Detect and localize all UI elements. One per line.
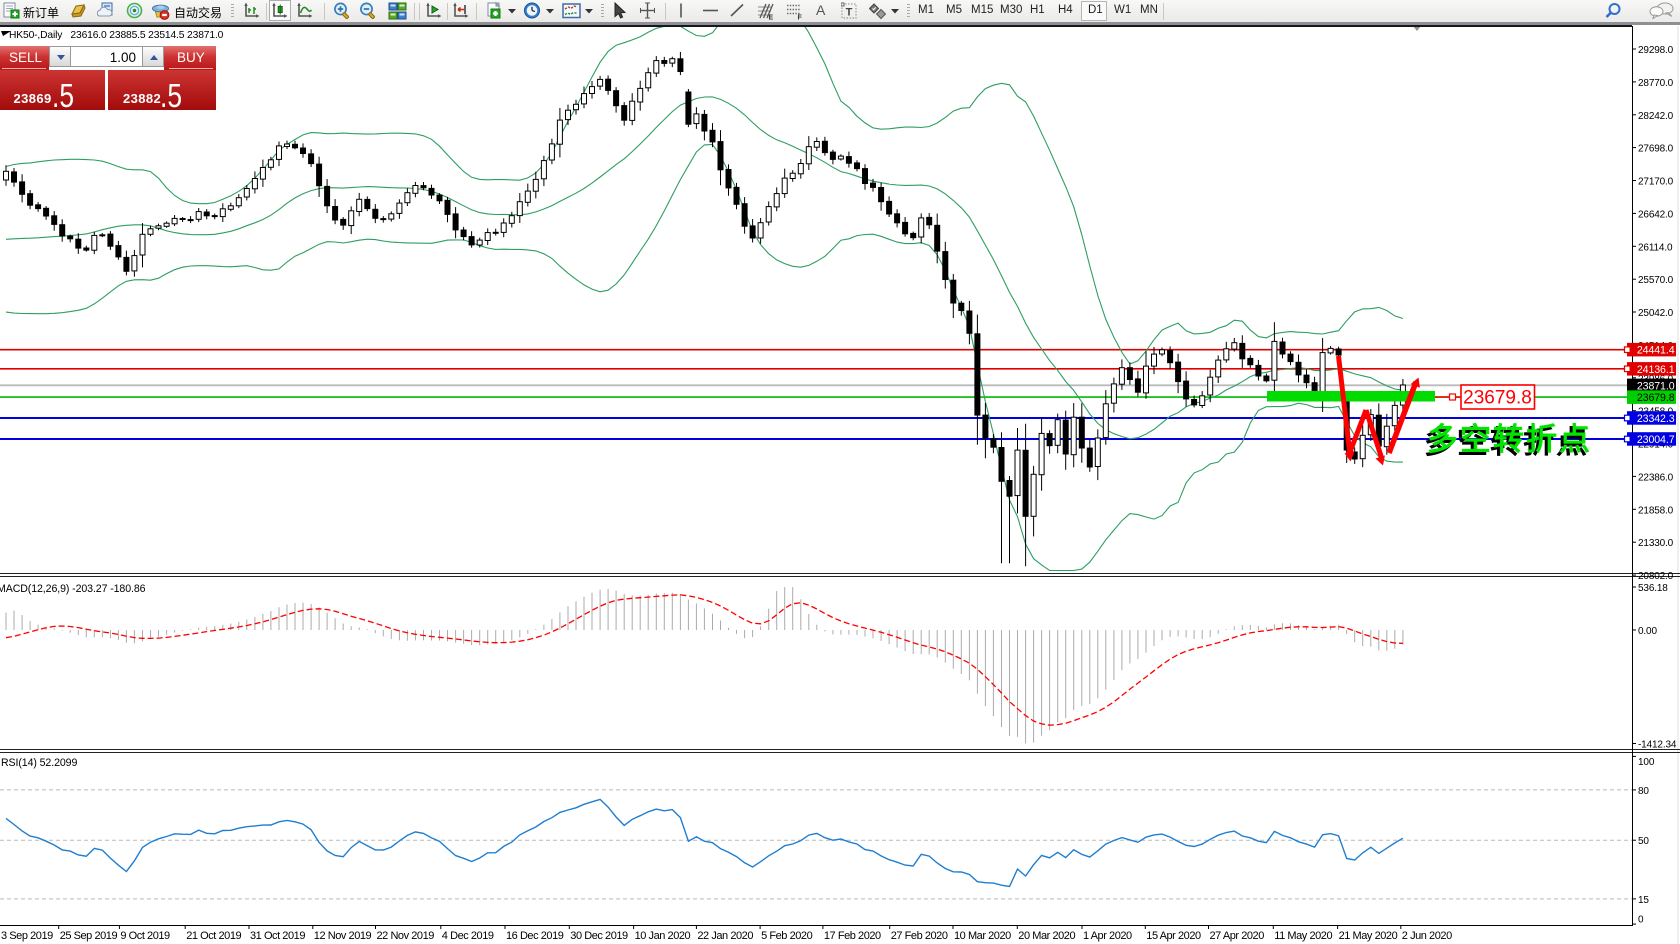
svg-text:23342.3: 23342.3 — [1637, 413, 1675, 425]
svg-text:23679.8: 23679.8 — [1463, 388, 1532, 409]
svg-text:20 Mar 2020: 20 Mar 2020 — [1018, 930, 1075, 942]
svg-text:22 Jan 2020: 22 Jan 2020 — [697, 930, 753, 942]
svg-text:28242.0: 28242.0 — [1638, 111, 1674, 122]
svg-text:多空转折点: 多空转折点 — [1424, 425, 1589, 460]
svg-text:21 May 2020: 21 May 2020 — [1339, 930, 1398, 942]
svg-text:24441.4: 24441.4 — [1637, 345, 1675, 357]
svg-text:20802.0: 20802.0 — [1638, 571, 1674, 582]
svg-text:5 Feb 2020: 5 Feb 2020 — [761, 930, 812, 942]
svg-text:21 Oct 2019: 21 Oct 2019 — [186, 930, 241, 942]
svg-text:21858.0: 21858.0 — [1638, 505, 1674, 516]
svg-text:11 May 2020: 11 May 2020 — [1274, 930, 1332, 942]
svg-text:23004.7: 23004.7 — [1637, 434, 1675, 446]
svg-text:100: 100 — [1638, 757, 1655, 768]
svg-text:25570.0: 25570.0 — [1638, 275, 1674, 286]
svg-text:16 Dec 2019: 16 Dec 2019 — [506, 930, 564, 942]
svg-text:27698.0: 27698.0 — [1638, 144, 1674, 155]
svg-text:31 Oct 2019: 31 Oct 2019 — [250, 930, 305, 942]
svg-text:27170.0: 27170.0 — [1638, 177, 1674, 188]
svg-text:0.00: 0.00 — [1638, 626, 1657, 637]
svg-text:17 Feb 2020: 17 Feb 2020 — [824, 930, 881, 942]
svg-text:30 Dec 2019: 30 Dec 2019 — [570, 930, 628, 942]
svg-text:21330.0: 21330.0 — [1638, 538, 1674, 549]
svg-text:25 Sep 2019: 25 Sep 2019 — [60, 930, 118, 942]
svg-text:12 Nov 2019: 12 Nov 2019 — [314, 930, 372, 942]
svg-text:15: 15 — [1638, 895, 1649, 906]
svg-text:27 Feb 2020: 27 Feb 2020 — [891, 930, 948, 942]
svg-text:F: F — [798, 15, 803, 22]
svg-text:10 Jan 2020: 10 Jan 2020 — [635, 930, 691, 942]
svg-text:多空转折点: 多空转折点 — [1427, 422, 1592, 457]
svg-text:15 Apr 2020: 15 Apr 2020 — [1146, 930, 1201, 942]
svg-text:T: T — [846, 7, 853, 19]
svg-text:0: 0 — [1638, 915, 1644, 926]
svg-text:3 Sep 2019: 3 Sep 2019 — [1, 930, 53, 942]
svg-text:1 Apr 2020: 1 Apr 2020 — [1083, 930, 1132, 942]
svg-text:28770.0: 28770.0 — [1638, 78, 1674, 89]
svg-text:27 Apr 2020: 27 Apr 2020 — [1210, 930, 1265, 942]
svg-text:MACD(12,26,9) -203.27 -180.86: MACD(12,26,9) -203.27 -180.86 — [0, 583, 146, 595]
svg-text:23871.0: 23871.0 — [1637, 380, 1675, 392]
svg-text:4 Dec 2019: 4 Dec 2019 — [442, 930, 494, 942]
svg-text:536.18: 536.18 — [1638, 583, 1668, 594]
svg-text:22386.0: 22386.0 — [1638, 472, 1674, 483]
svg-text:24136.1: 24136.1 — [1637, 364, 1675, 376]
svg-text:25042.0: 25042.0 — [1638, 308, 1674, 319]
svg-text:-1412.34: -1412.34 — [1638, 740, 1677, 751]
svg-text:E: E — [769, 15, 774, 22]
svg-text:RSI(14) 52.2099: RSI(14) 52.2099 — [1, 757, 77, 769]
svg-text:10 Mar 2020: 10 Mar 2020 — [954, 930, 1011, 942]
svg-text:26642.0: 26642.0 — [1638, 209, 1674, 220]
svg-text:50: 50 — [1638, 836, 1649, 847]
svg-text:9 Oct 2019: 9 Oct 2019 — [120, 930, 170, 942]
svg-text:80: 80 — [1638, 786, 1649, 797]
svg-text:23679.8: 23679.8 — [1637, 392, 1675, 404]
svg-text:29298.0: 29298.0 — [1638, 45, 1674, 56]
svg-text:22 Nov 2019: 22 Nov 2019 — [377, 930, 435, 942]
svg-text:2 Jun 2020: 2 Jun 2020 — [1402, 930, 1452, 942]
svg-text:26114.0: 26114.0 — [1638, 242, 1673, 253]
